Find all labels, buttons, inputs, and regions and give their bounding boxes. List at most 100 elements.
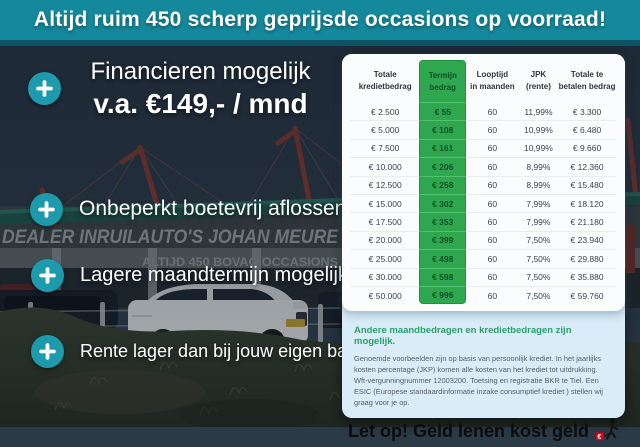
finance-panel-footer: Andere maandbedragen en kredietbedragen … (342, 311, 625, 441)
table-row: € 17.500 € 353 60 7,99% € 21.180 (351, 212, 616, 231)
column-header: Termijn bedrag (419, 60, 467, 102)
table-cell: € 30.000 (351, 267, 420, 286)
table-cell: € 3.300 (572, 106, 602, 117)
table-cell: 7,50% (518, 249, 559, 267)
table-cell: 60 (466, 175, 519, 194)
table-cell: € 35.880 (558, 267, 616, 286)
table-cell: 60 (466, 157, 519, 175)
table-row: € 12.500 € 258 60 8,99% € 15.480 (351, 175, 616, 194)
svg-text:€: € (597, 432, 601, 441)
table-row: € 15.000 € 302 60 7,99% € 18.120 (351, 193, 616, 213)
feature-line: Onbeperkt boetevrij aflossen (79, 197, 347, 220)
table-cell: € 598 (419, 267, 467, 286)
credit-disclaimer: Genoemde voorbeelden zijn op basis van p… (354, 354, 603, 408)
table-cell: 7,50% (518, 267, 559, 286)
table-cell: € 108 (419, 120, 467, 139)
table-cell: 8,99% (518, 175, 559, 194)
table-cell: 60 (466, 249, 519, 267)
table-cell: € 10.000 (351, 157, 420, 175)
table-cell: € 6.480 (558, 120, 616, 138)
table-cell: 60 (487, 106, 498, 117)
table-cell: € 161 (419, 138, 467, 158)
table-cell: € 59.760 (558, 285, 616, 304)
table-cell: € 258 (419, 175, 467, 194)
table-row: € 25.000 € 498 60 7,50% € 29.880 (351, 249, 616, 268)
table-cell: € 29.880 (558, 249, 616, 267)
table-cell: € 498 (419, 249, 467, 268)
column-header: Totale kredietbedrag (358, 70, 412, 91)
table-cell: € 23.940 (558, 230, 616, 249)
top-banner: Altijd ruim 450 scherp geprijsde occasio… (0, 0, 640, 46)
feature-repayment: Onbeperkt boetevrij aflossen (30, 192, 346, 226)
table-cell: 60 (466, 120, 519, 138)
column-header: Totale te betalen bedrag (558, 70, 616, 91)
feature-financing: Financieren mogelijk v.a. €149,- / mnd (28, 52, 340, 124)
table-cell: 60 (466, 230, 519, 249)
table-cell: 60 (466, 267, 519, 286)
column-header: JPK (rente) (525, 70, 551, 91)
table-cell: € 302 (419, 193, 467, 213)
table-cell: € 12.500 (351, 175, 420, 194)
plus-icon (30, 192, 63, 226)
table-row: € 20.000 € 399 60 7,50% € 23.940 (351, 230, 616, 250)
table-cell: 60 (466, 193, 519, 212)
table-cell: € 7.500 (351, 138, 420, 157)
finance-panel: Totale kredietbedrag Termijn bedrag Looptijd… (342, 54, 625, 441)
table-row: € 2.500 € 55 60 11,99% € 3.300 (351, 102, 616, 121)
table-cell: 7,50% (518, 285, 559, 304)
column-header: Looptijd in maanden (470, 70, 515, 91)
table-cell: 60 (466, 212, 519, 230)
table-cell: € 21.180 (558, 212, 616, 230)
table-row: € 50.000 € 996 60 7,50% € 59.760 (351, 285, 616, 305)
table-cell: € 15.000 (351, 193, 420, 212)
dealership-sign: DEALER INRUILAUTO'S JOHAN MEURE (2, 227, 339, 248)
table-cell: 7,99% (518, 193, 559, 212)
table-cell: € 12.360 (558, 157, 616, 175)
table-cell: 11,99% (524, 106, 553, 117)
table-cell: € 15.480 (558, 175, 616, 194)
table-cell: € 353 (419, 212, 467, 231)
banner-text: Altijd ruim 450 scherp geprijsde occasio… (33, 8, 607, 31)
table-cell: 10,99% (518, 120, 559, 138)
other-amounts-note: Andere maandbedragen en kredietbedragen … (354, 325, 572, 347)
feature-line: Financieren mogelijk (90, 57, 311, 85)
table-row: € 7.500 € 161 60 10,99% € 9.660 (351, 138, 616, 158)
plus-icon (31, 334, 64, 368)
bovag-sign: ALTIJD 450 BOVAG OCCASIONS (142, 255, 338, 269)
feature-line: Rente lager dan bij jouw eigen bank (80, 340, 367, 361)
feature-line: Lagere maandtermijn mogelijk (80, 263, 348, 286)
table-row: € 10.000 € 206 60 8,99% € 12.360 (351, 157, 616, 176)
table-cell: € 17.500 (351, 212, 420, 230)
table-row: € 30.000 € 598 60 7,50% € 35.880 (351, 267, 616, 286)
plus-icon (31, 258, 64, 292)
table-cell: 7,99% (518, 212, 559, 230)
table-cell: € 55 (419, 102, 467, 121)
table-cell: € 25.000 (351, 249, 420, 267)
credit-warning: Let op! Geld lenen kost geld € (348, 416, 619, 447)
table-cell: € 50.000 (351, 285, 420, 304)
finance-table-body: € 2.500 € 55 60 11,99% € 3.300 € 5.000 € 108 60… (351, 102, 616, 305)
feature-lower-interest: Rente lager dan bij jouw eigen bank (31, 334, 366, 368)
plus-icon (28, 71, 61, 105)
feature-line-price: v.a. €149,- / mnd (93, 87, 308, 119)
credit-warning-text: Let op! Geld lenen kost geld (347, 420, 590, 441)
finance-table-card: Totale kredietbedrag Termijn bedrag Looptijd… (342, 54, 625, 311)
table-row: € 5.000 € 108 60 10,99% € 6.480 (351, 120, 616, 139)
table-cell: € 399 (419, 230, 467, 250)
table-cell: € 2.500 (371, 106, 400, 117)
table-cell: € 9.660 (558, 138, 616, 157)
table-cell: € 20.000 (351, 230, 420, 249)
table-cell: 8,99% (518, 157, 559, 175)
table-cell: € 206 (419, 157, 467, 176)
table-cell: 60 (466, 138, 519, 157)
finance-table-header: Totale kredietbedrag Termijn bedrag Looptijd… (351, 60, 616, 102)
table-cell: € 996 (419, 285, 467, 305)
feature-text: Financieren mogelijk v.a. €149,- / mnd (61, 56, 340, 121)
money-ball-and-chain-icon: € (595, 416, 619, 447)
table-cell: 7,50% (518, 230, 559, 249)
table-cell: 60 (466, 285, 519, 304)
table-cell: € 18.120 (558, 193, 616, 212)
feature-lower-term: Lagere maandtermijn mogelijk (31, 258, 348, 292)
table-cell: € 5.000 (351, 120, 420, 138)
table-cell: 10,99% (518, 138, 559, 157)
